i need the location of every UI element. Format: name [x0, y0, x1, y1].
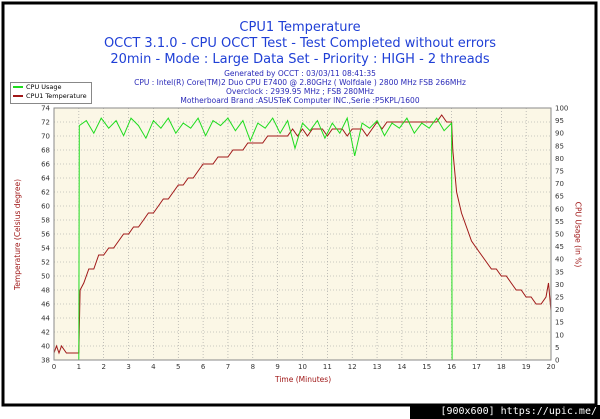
y-tick-label-left: 72 — [41, 119, 50, 127]
watermark-text: [900x600] https://upic.me/ — [410, 405, 600, 419]
y-tick-label-right: 85 — [555, 142, 564, 150]
y-tick-label-right: 100 — [555, 105, 568, 113]
y-tick-label-right: 25 — [555, 294, 564, 302]
info-motherboard: Motherboard Brand :ASUSTeK Computer INC.… — [180, 96, 420, 105]
y-tick-label-left: 74 — [41, 105, 50, 113]
x-tick-label: 13 — [373, 363, 382, 371]
y-tick-label-right: 10 — [555, 331, 564, 339]
y-tick-label-right: 50 — [555, 231, 564, 239]
chart-subtitle-test: OCCT 3.1.0 - CPU OCCT Test - Test Comple… — [103, 36, 497, 51]
chart-subtitle-mode: 20min - Mode : Large Data Set - Priority… — [110, 52, 490, 67]
y-tick-label-right: 30 — [555, 281, 564, 289]
y-tick-label-right: 65 — [555, 193, 564, 201]
y-tick-label-left: 70 — [41, 133, 50, 141]
legend: CPU Usage CPU1 Temperature — [10, 82, 92, 104]
y-tick-label-left: 52 — [41, 259, 50, 267]
x-tick-label: 3 — [126, 363, 130, 371]
info-generated: Generated by OCCT : 03/03/11 08:41:35 — [224, 69, 376, 78]
x-tick-label: 16 — [447, 363, 456, 371]
y-tick-label-left: 50 — [41, 273, 50, 281]
x-tick-label: 12 — [348, 363, 357, 371]
y-tick-label-left: 38 — [41, 357, 50, 365]
y-tick-label-left: 68 — [41, 147, 50, 155]
y-tick-label-right: 75 — [555, 168, 564, 176]
y-tick-label-left: 58 — [41, 217, 50, 225]
y-tick-label-right: 15 — [555, 319, 564, 327]
y-tick-label-right: 90 — [555, 130, 564, 138]
x-tick-label: 6 — [201, 363, 206, 371]
legend-swatch-usage — [13, 86, 23, 88]
x-tick-label: 7 — [226, 363, 230, 371]
y-tick-label-left: 64 — [41, 175, 50, 183]
y-tick-label-left: 66 — [41, 161, 50, 169]
series-line-cpu-usage — [54, 116, 551, 361]
legend-item-cpu-temp: CPU1 Temperature — [13, 92, 87, 101]
x-tick-label: 19 — [522, 363, 531, 371]
y-tick-label-right: 45 — [555, 243, 564, 251]
y-tick-label-right: 20 — [555, 306, 564, 314]
y-tick-label-left: 44 — [41, 315, 50, 323]
y-tick-label-right: 95 — [555, 117, 564, 125]
y-axis-title-left: Temperature (Celsius degree) — [13, 179, 22, 290]
legend-label-usage: CPU Usage — [26, 83, 62, 91]
x-tick-label: 1 — [77, 363, 81, 371]
chart-title: CPU1 Temperature — [239, 20, 361, 35]
x-tick-label: 9 — [275, 363, 279, 371]
x-tick-label: 17 — [472, 363, 481, 371]
x-axis-title: Time (Minutes) — [275, 375, 332, 384]
x-tick-label: 11 — [323, 363, 332, 371]
y-axis-title-right: CPU Usage (in %) — [573, 201, 583, 268]
y-tick-label-right: 60 — [555, 205, 564, 213]
legend-label-temp: CPU1 Temperature — [26, 92, 87, 100]
plot-border — [53, 107, 552, 361]
y-tick-label-right: 80 — [555, 155, 564, 163]
y-tick-label-left: 40 — [41, 343, 50, 351]
x-tick-label: 4 — [151, 363, 156, 371]
y-tick-label-right: 0 — [555, 357, 559, 365]
x-tick-label: 0 — [52, 363, 56, 371]
y-tick-label-right: 5 — [555, 344, 559, 352]
info-cpu: CPU : Intel(R) Core(TM)2 Duo CPU E7400 @… — [134, 78, 466, 87]
legend-swatch-temp — [13, 95, 23, 97]
x-tick-label: 5 — [176, 363, 180, 371]
y-tick-label-left: 48 — [41, 287, 50, 295]
x-tick-label: 15 — [422, 363, 431, 371]
y-tick-label-right: 70 — [555, 180, 564, 188]
x-tick-label: 20 — [547, 363, 556, 371]
y-tick-label-left: 46 — [41, 301, 50, 309]
legend-item-cpu-usage: CPU Usage — [13, 83, 62, 92]
x-tick-label: 8 — [251, 363, 255, 371]
y-tick-label-left: 42 — [41, 329, 50, 337]
x-tick-label: 10 — [298, 363, 307, 371]
y-tick-label-left: 62 — [41, 189, 50, 197]
y-tick-label-left: 54 — [41, 245, 50, 253]
x-tick-label: 14 — [397, 363, 406, 371]
y-tick-label-left: 56 — [41, 231, 50, 239]
y-tick-label-left: 60 — [41, 203, 50, 211]
x-tick-label: 2 — [101, 363, 105, 371]
y-tick-label-right: 55 — [555, 218, 564, 226]
info-overclock: Overclock : 2939.95 MHz ; FSB 280MHz — [225, 87, 374, 96]
y-tick-label-right: 40 — [555, 256, 564, 264]
y-tick-label-right: 35 — [555, 268, 564, 276]
x-tick-label: 18 — [497, 363, 506, 371]
